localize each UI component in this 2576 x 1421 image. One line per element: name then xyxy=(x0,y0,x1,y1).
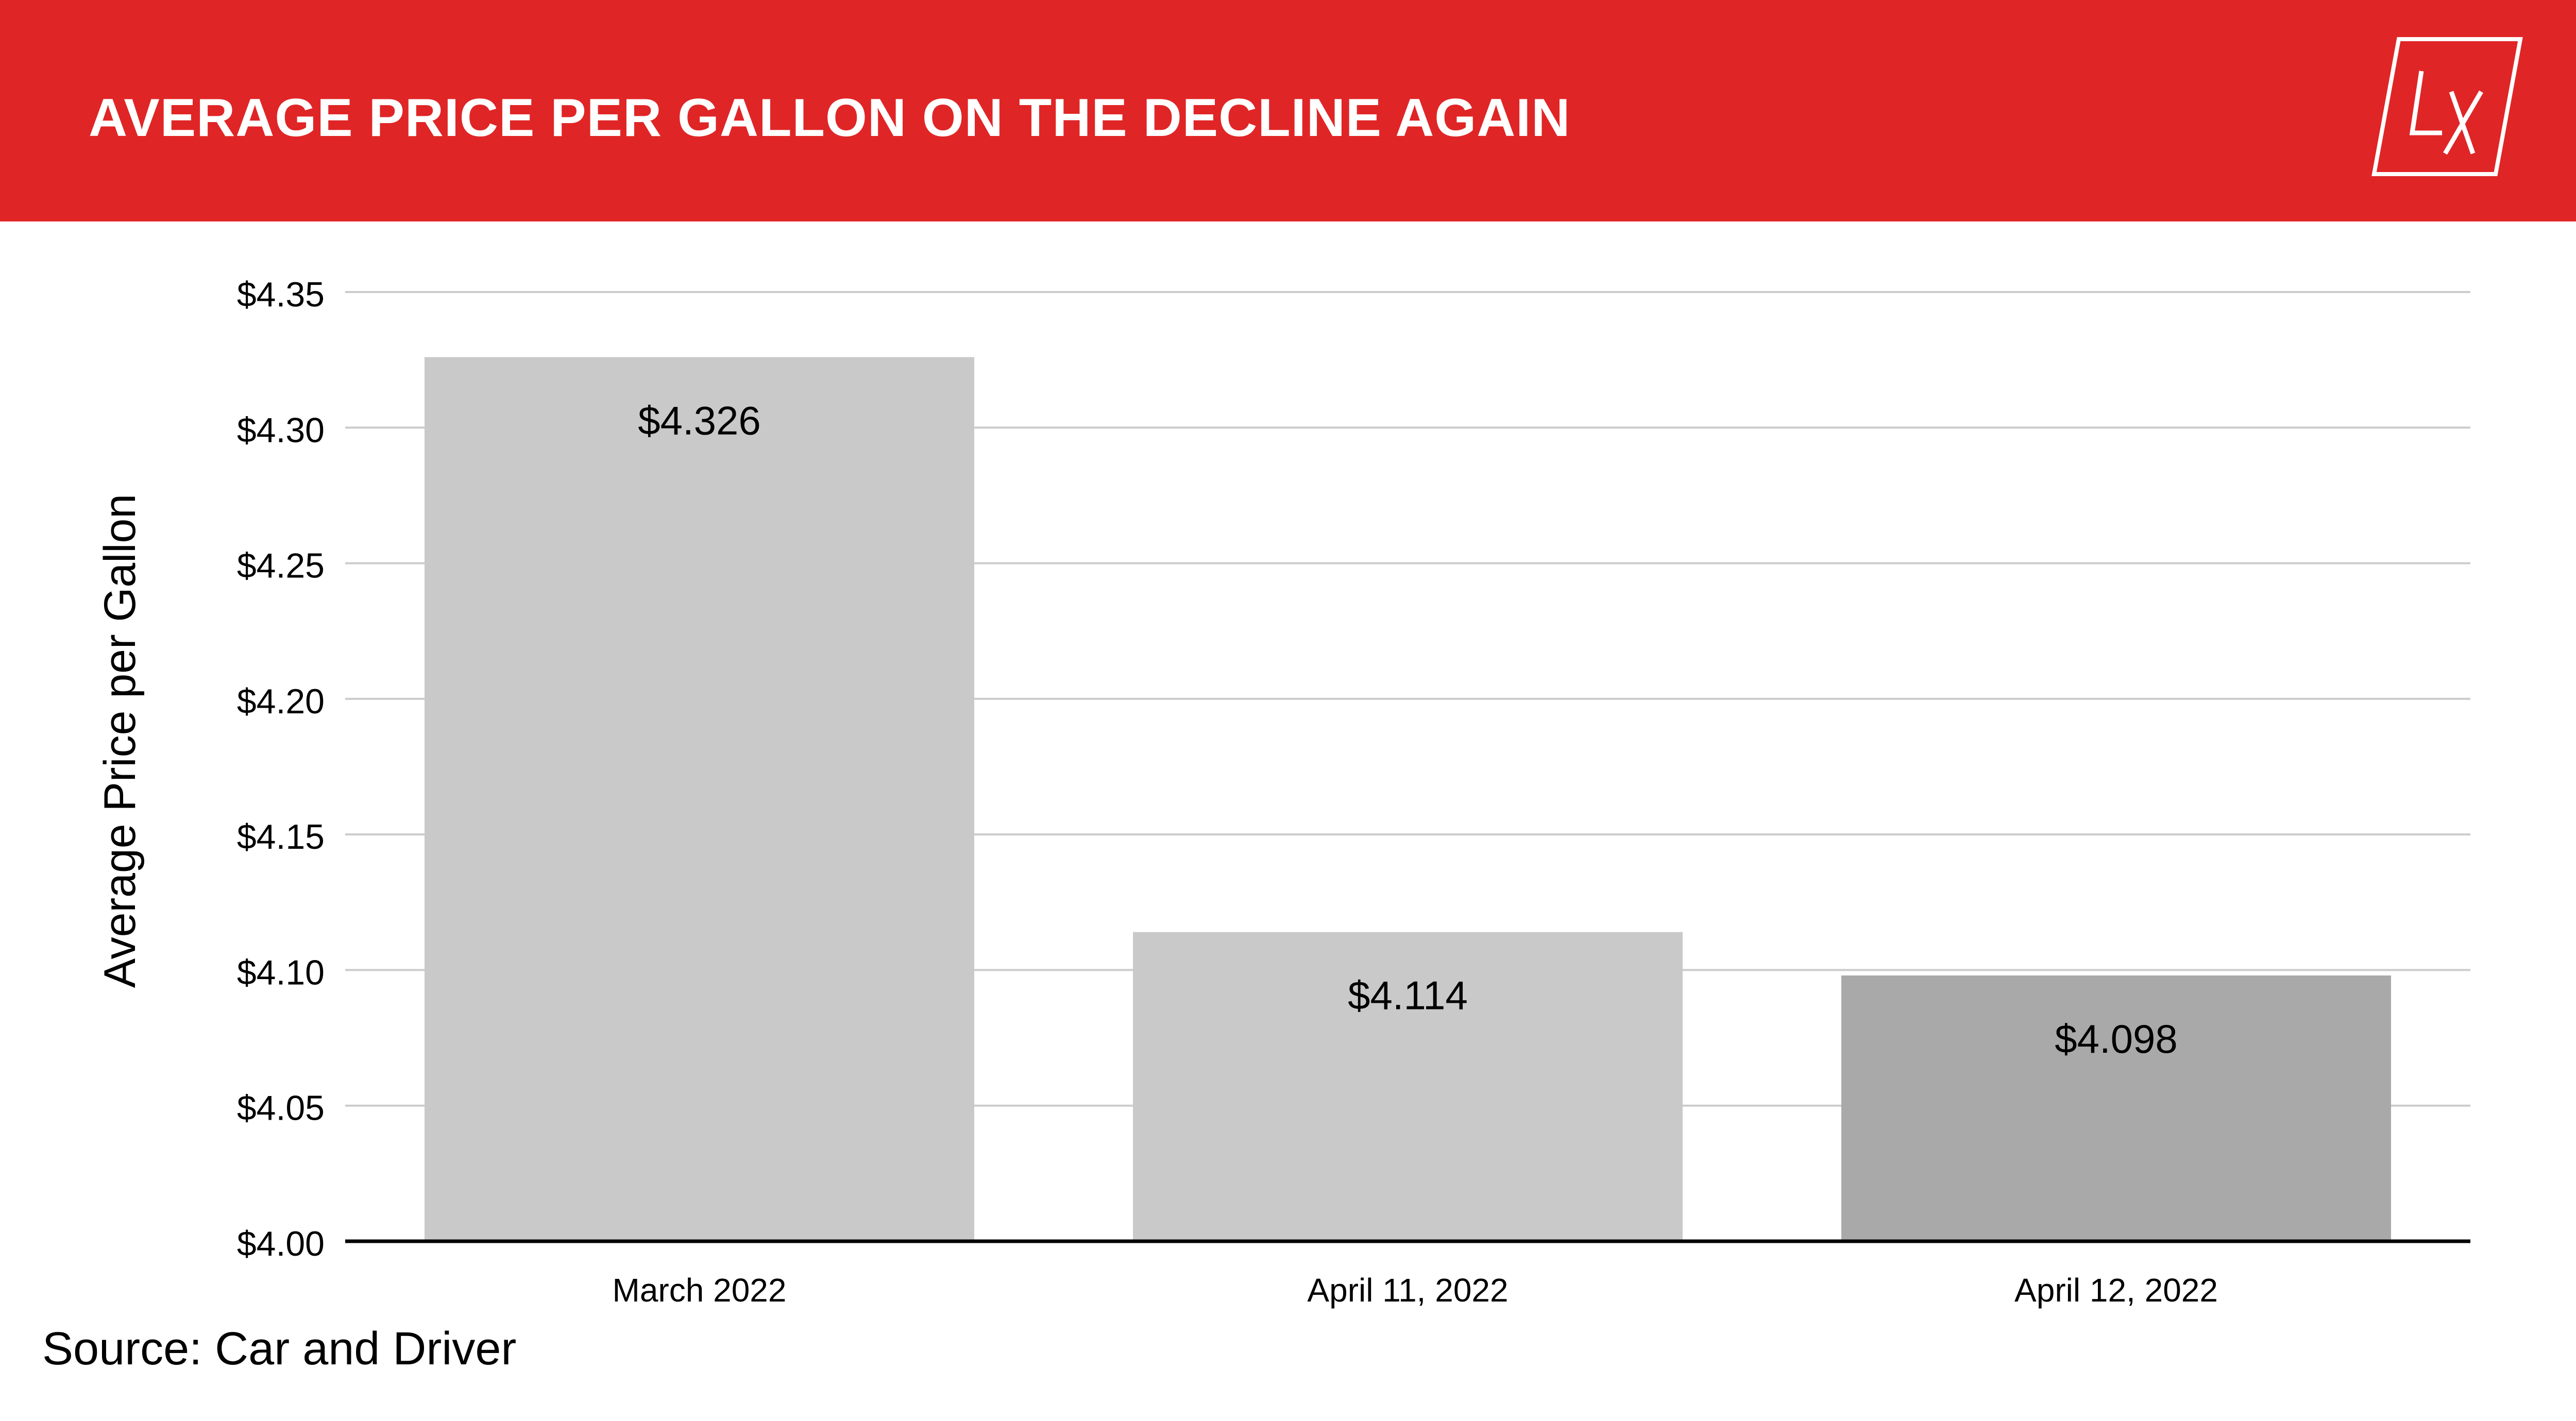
y-tick-label: $4.20 xyxy=(237,682,325,721)
bar-value-label: $4.098 xyxy=(2055,1016,2178,1062)
source-note: Source: Car and Driver xyxy=(42,1323,517,1375)
y-tick-label: $4.05 xyxy=(237,1089,325,1128)
y-tick-label: $4.00 xyxy=(237,1224,325,1263)
y-axis-ticks: $4.35 $4.30 $4.25 $4.20 $4.15 $4.10 $4.05 $4.00 xyxy=(237,275,325,1263)
y-axis-label: Average Price per Gallon xyxy=(95,494,145,988)
bar-value-label: $4.114 xyxy=(1348,973,1468,1018)
title-banner: AVERAGE PRICE PER GALLON ON THE DECLINE … xyxy=(0,0,2576,221)
bars xyxy=(425,357,2391,1241)
bar xyxy=(425,357,974,1241)
lx-logo xyxy=(2370,35,2524,178)
y-tick-label: $4.10 xyxy=(237,953,325,992)
y-tick-label: $4.25 xyxy=(237,546,325,586)
bar xyxy=(1841,975,2391,1241)
y-tick-label: $4.30 xyxy=(237,410,325,450)
value-labels: $4.326 $4.114 $4.098 xyxy=(638,398,2178,1062)
y-tick-label: $4.35 xyxy=(237,275,325,314)
x-tick-label: April 12, 2022 xyxy=(2014,1272,2218,1309)
y-tick-label: $4.15 xyxy=(237,817,325,857)
x-tick-label: April 11, 2022 xyxy=(1307,1272,1508,1309)
x-tick-label: March 2022 xyxy=(613,1272,787,1309)
x-axis-ticks: March 2022 April 11, 2022 April 12, 2022 xyxy=(613,1272,2218,1309)
chart-title: AVERAGE PRICE PER GALLON ON THE DECLINE … xyxy=(89,88,1571,148)
bar xyxy=(1133,932,1683,1241)
bar-value-label: $4.326 xyxy=(638,398,761,443)
